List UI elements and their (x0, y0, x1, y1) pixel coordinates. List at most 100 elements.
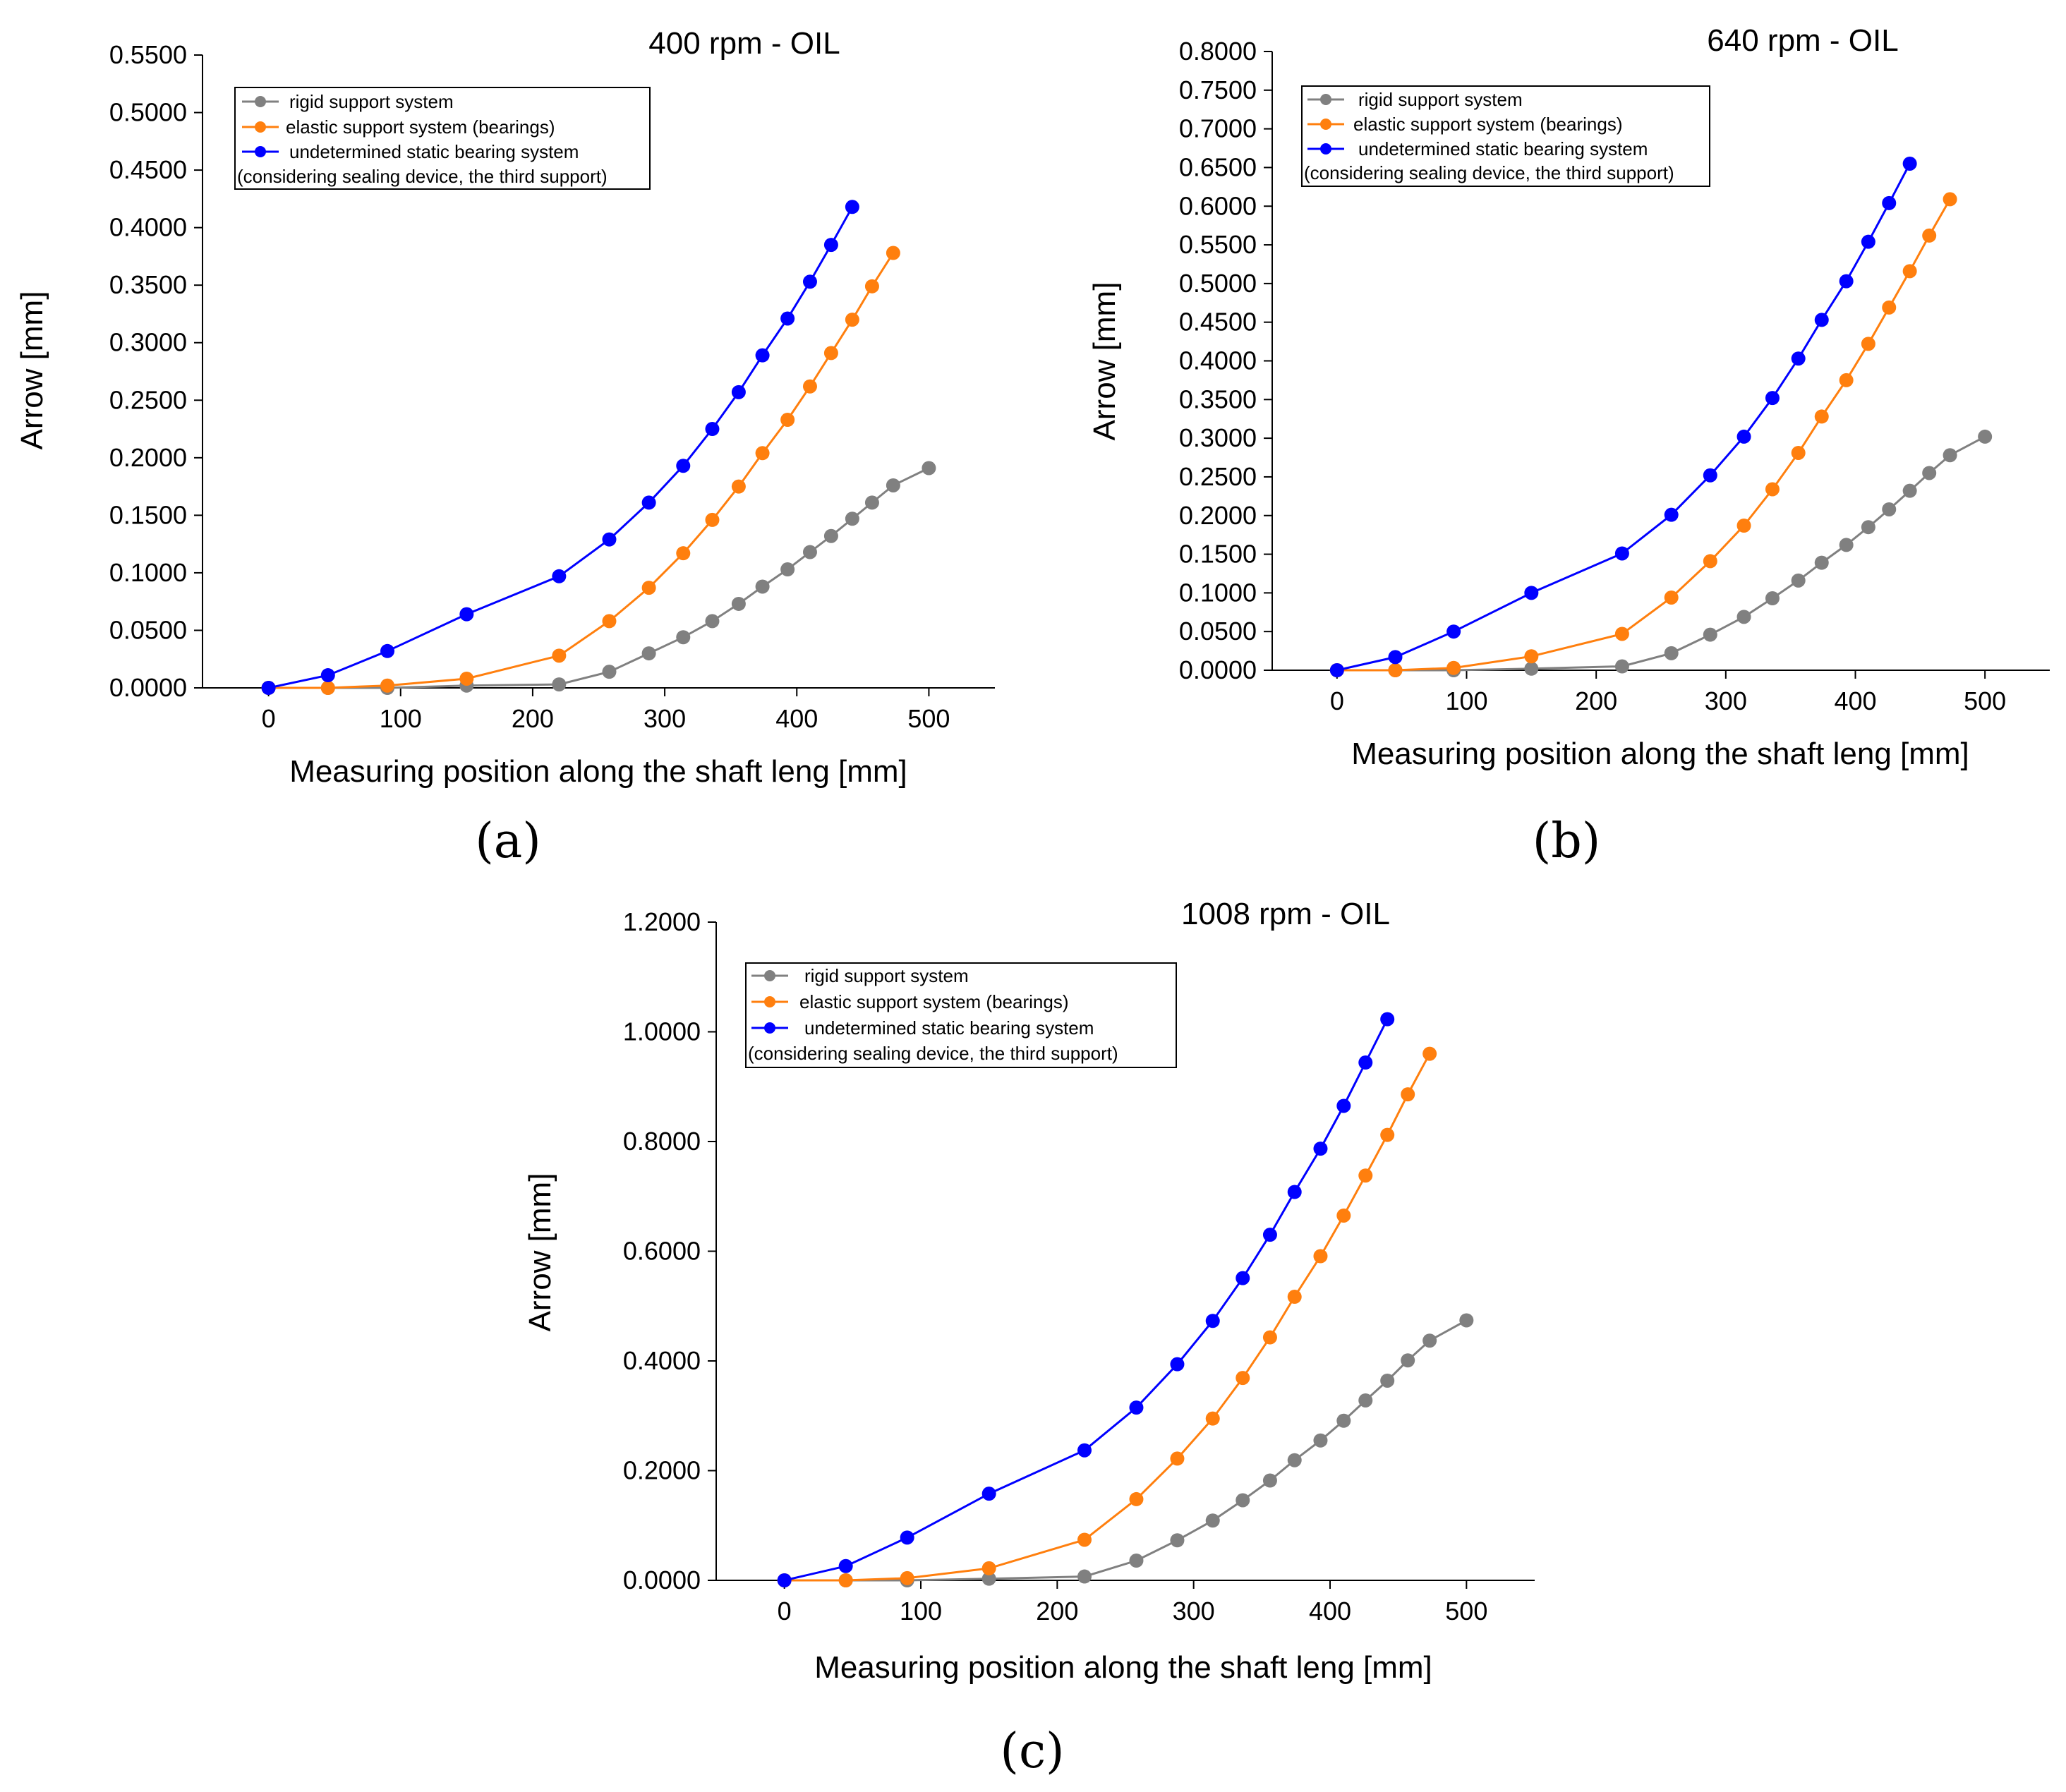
data-point (641, 581, 656, 595)
x-axis-title: Measuring position along the shaft leng … (289, 754, 907, 789)
data-point (1791, 351, 1806, 366)
data-point (1336, 1098, 1351, 1113)
y-tick-label: 0.1000 (1179, 578, 1257, 607)
legend-label-note: (considering sealing device, the third s… (1304, 162, 1674, 183)
chart-title: 1008 rpm - OIL (1181, 897, 1390, 931)
data-point (1336, 1413, 1351, 1428)
data-point (780, 311, 795, 326)
data-point (1336, 1208, 1351, 1223)
legend-marker-undetermined (764, 1022, 775, 1034)
data-point (755, 446, 770, 461)
data-point (380, 643, 395, 658)
data-point (320, 668, 335, 683)
y-axis-title: Arrow [mm] (15, 291, 49, 450)
legend-label-undetermined: undetermined static bearing system (1358, 138, 1648, 159)
y-tick-label: 0.6000 (623, 1237, 701, 1266)
data-point (602, 665, 617, 679)
x-tick-label: 200 (512, 704, 554, 733)
y-tick-label: 0.2000 (623, 1456, 701, 1485)
data-point (1703, 627, 1717, 642)
data-point (1287, 1453, 1302, 1467)
legend-label-note: (considering sealing device, the third s… (237, 166, 608, 187)
data-point (1524, 661, 1539, 676)
data-point (1614, 626, 1629, 641)
data-point (802, 545, 817, 559)
data-point (755, 579, 770, 594)
data-point (380, 678, 395, 693)
data-point (780, 562, 795, 577)
data-point (1839, 373, 1854, 387)
data-point (900, 1530, 914, 1545)
data-point (552, 677, 567, 692)
data-point (1814, 555, 1829, 570)
y-tick-label: 1.0000 (623, 1017, 701, 1046)
x-tick-label: 500 (1964, 686, 2006, 715)
data-point (1422, 1046, 1437, 1061)
data-point (1978, 429, 1993, 444)
panel-label-c: (c) (1000, 1724, 1064, 1779)
data-point (780, 412, 795, 427)
data-point (602, 532, 617, 547)
data-point (1791, 573, 1806, 588)
data-point (1129, 1554, 1144, 1568)
data-point (320, 681, 335, 695)
y-tick-label: 0.7500 (1179, 75, 1257, 104)
y-tick-label: 0.0500 (1179, 617, 1257, 646)
data-point (1814, 313, 1829, 327)
data-point (1524, 649, 1539, 664)
data-point (1703, 554, 1717, 569)
y-tick-label: 0.6500 (1179, 152, 1257, 181)
chart-panel-b: 640 rpm - OIL 0.00000.05000.10000.15000.… (1087, 23, 2050, 869)
data-point (802, 274, 817, 289)
data-point (823, 346, 838, 361)
y-tick-label: 0.1500 (1179, 540, 1257, 569)
data-point (1077, 1532, 1092, 1547)
y-tick-label: 0.3000 (1179, 423, 1257, 452)
y-tick-label: 0.4000 (623, 1346, 701, 1375)
y-tick-label: 0.4000 (1179, 346, 1257, 375)
y-tick-label: 0.6000 (1179, 191, 1257, 220)
data-point (1205, 1411, 1220, 1426)
data-point (1388, 663, 1403, 677)
data-point (1287, 1290, 1302, 1304)
y-tick-label: 0.5000 (109, 98, 187, 127)
data-point (845, 313, 859, 327)
y-tick-label: 0.5500 (1179, 230, 1257, 259)
data-point (802, 379, 817, 394)
legend-marker-elastic (764, 996, 775, 1007)
data-point (886, 246, 900, 260)
chart-panel-a: 400 rpm - OIL 0.00000.05000.10000.15000.… (15, 26, 995, 869)
data-point (900, 1570, 914, 1585)
x-tick-label: 300 (1173, 1597, 1215, 1625)
x-tick-label: 400 (1834, 686, 1876, 715)
data-point (1313, 1142, 1328, 1156)
data-point (981, 1487, 996, 1501)
x-tick-label: 100 (900, 1597, 942, 1625)
data-point (676, 546, 691, 561)
x-tick-label: 100 (380, 704, 422, 733)
data-point (1358, 1393, 1373, 1407)
y-tick-label: 0.4000 (109, 213, 187, 242)
data-point (641, 495, 656, 510)
legend-marker-elastic (1320, 119, 1331, 130)
data-point (676, 630, 691, 645)
data-point (838, 1573, 853, 1587)
data-point (1262, 1228, 1277, 1242)
panel-label-b: (b) (1533, 813, 1601, 869)
data-point (1902, 264, 1917, 279)
data-point (1791, 445, 1806, 460)
data-point (1882, 502, 1897, 516)
data-point (1614, 659, 1629, 674)
data-point (1077, 1569, 1092, 1584)
x-tick-label: 500 (1445, 1597, 1487, 1625)
legend-label-undetermined: undetermined static bearing system (804, 1017, 1094, 1039)
data-point (1358, 1055, 1373, 1070)
data-point (1262, 1330, 1277, 1345)
data-point (1943, 448, 1957, 463)
data-point (1077, 1443, 1092, 1458)
series-line-1 (784, 1053, 1431, 1582)
data-point (705, 512, 720, 527)
data-point (1703, 468, 1717, 483)
legend-label-rigid: rigid support system (1358, 89, 1523, 110)
